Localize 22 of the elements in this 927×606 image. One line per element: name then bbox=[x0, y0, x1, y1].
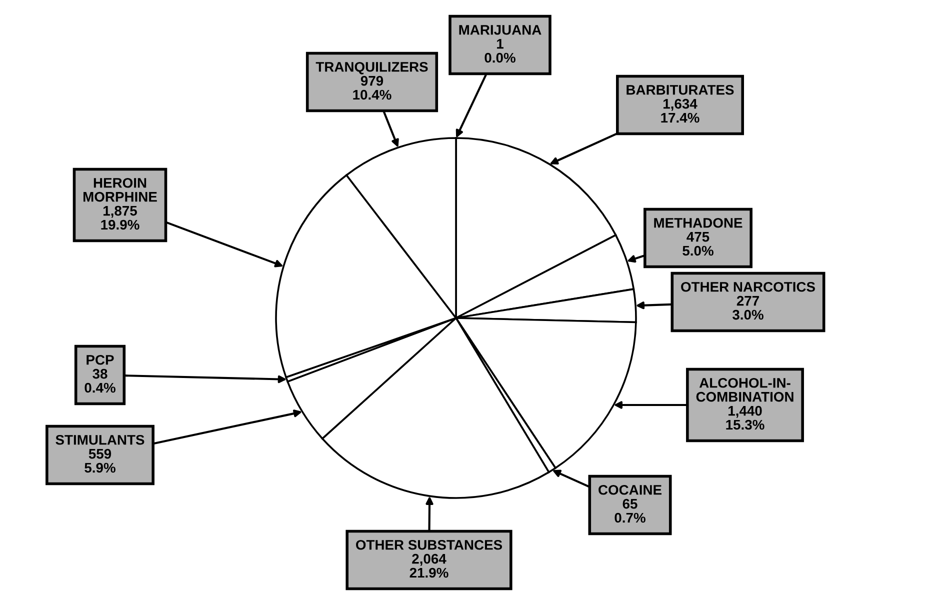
slice-label: METHADONE bbox=[654, 218, 742, 228]
slice-label: MARIJUANA bbox=[459, 25, 542, 35]
data-label: 1,440 15.3% bbox=[726, 406, 764, 430]
data-label: 559 5.9% bbox=[84, 448, 116, 473]
data-label: 1 0.0% bbox=[484, 39, 516, 63]
slice-label: STIMULANTS bbox=[56, 434, 144, 445]
slice-label: PCP bbox=[86, 354, 114, 365]
slice-label: HEROIN MORPHINE bbox=[84, 178, 157, 202]
data-label: 277 3.0% bbox=[732, 296, 764, 320]
slice-label: ALCOHOL-IN- COMBINATION bbox=[696, 378, 794, 402]
slice-label: COCAINE bbox=[598, 484, 662, 495]
slice-label: BARBITURATES bbox=[626, 84, 734, 95]
slice-label: OTHER SUBSTANCES bbox=[356, 540, 502, 550]
data-label: 1,875 19.9% bbox=[101, 206, 140, 230]
data-label: 979 10.4% bbox=[353, 76, 392, 100]
data-label: 38 0.4% bbox=[84, 368, 116, 393]
data-label: 2,064 21.9% bbox=[410, 554, 448, 578]
data-label: 65 0.7% bbox=[614, 498, 646, 523]
data-label: 1,634 17.4% bbox=[661, 98, 700, 123]
slice-label: OTHER NARCOTICS bbox=[681, 282, 815, 292]
slice-label: TRANQUILIZERS bbox=[316, 62, 428, 74]
data-label: 475 5.0% bbox=[682, 232, 714, 256]
